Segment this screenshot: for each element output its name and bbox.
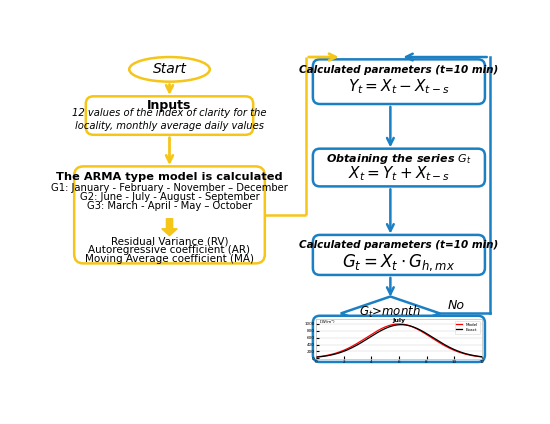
- Text: $G_t$>month: $G_t$>month: [360, 304, 421, 320]
- Text: The ARMA type model is calculated: The ARMA type model is calculated: [56, 172, 283, 182]
- Text: Inputs: Inputs: [147, 99, 192, 112]
- Text: Moving Average coefficient (MA): Moving Average coefficient (MA): [85, 254, 254, 264]
- FancyBboxPatch shape: [313, 149, 485, 187]
- Text: 12 values of the index of clarity for the
locality, monthly average daily values: 12 values of the index of clarity for th…: [72, 108, 267, 131]
- Polygon shape: [341, 296, 440, 330]
- Text: Start: Start: [152, 62, 186, 76]
- Text: Obtaining the series $\mathit{G}_t$: Obtaining the series $\mathit{G}_t$: [326, 152, 472, 166]
- FancyBboxPatch shape: [74, 166, 265, 263]
- Ellipse shape: [129, 57, 210, 82]
- Text: $X_t = Y_t + X_{t-s}$: $X_t = Y_t + X_{t-s}$: [348, 165, 450, 184]
- Text: G1: January - February - November – December: G1: January - February - November – Dece…: [51, 183, 288, 193]
- Text: G3: March - April - May – October: G3: March - April - May – October: [87, 201, 252, 212]
- Text: Residual Variance (RV): Residual Variance (RV): [111, 237, 228, 247]
- Text: No: No: [448, 299, 465, 312]
- Text: G2: June - July - August - September: G2: June - July - August - September: [80, 192, 260, 202]
- Text: Autoregressive coefficient (AR): Autoregressive coefficient (AR): [89, 245, 250, 255]
- FancyBboxPatch shape: [313, 59, 485, 104]
- FancyBboxPatch shape: [86, 96, 253, 135]
- FancyBboxPatch shape: [313, 316, 485, 362]
- FancyArrow shape: [162, 219, 177, 236]
- Text: Calculated parameters (t=10 min): Calculated parameters (t=10 min): [299, 65, 498, 75]
- Text: Yes: Yes: [389, 335, 410, 348]
- FancyBboxPatch shape: [313, 235, 485, 275]
- Text: $Y_t = X_t - X_{t-s}$: $Y_t = X_t - X_{t-s}$: [348, 78, 450, 96]
- Text: $G_t = X_t \cdot G_{h,mx}$: $G_t = X_t \cdot G_{h,mx}$: [342, 252, 455, 273]
- Text: Calculated parameters (t=10 min): Calculated parameters (t=10 min): [299, 240, 498, 250]
